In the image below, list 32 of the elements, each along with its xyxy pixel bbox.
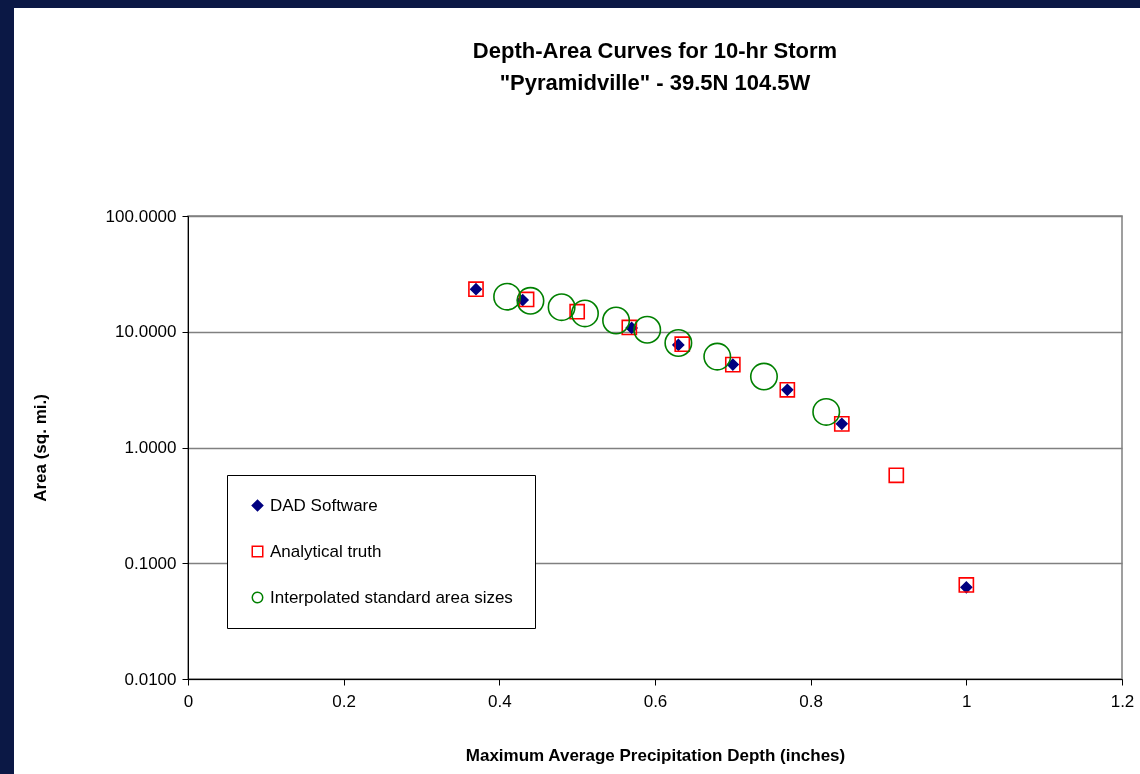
y-tick-label: 0.0100 — [124, 669, 177, 689]
x-tick-label: 0.2 — [332, 691, 356, 711]
legend-label: Analytical truth — [270, 541, 382, 561]
point — [570, 299, 599, 328]
point — [664, 328, 693, 357]
y-tick-label: 100.0000 — [105, 206, 177, 226]
text: Depth-Area Curves for 10-hr Storm — [472, 38, 838, 63]
y-tick-label: 1.0000 — [124, 438, 177, 457]
point — [812, 397, 841, 426]
point — [621, 319, 638, 336]
x-tick-label: 0.4 — [488, 691, 512, 711]
point — [493, 282, 522, 311]
y-tick-label: 0.1000 — [124, 553, 177, 573]
y-axis-title: Area (sq. mi.) — [30, 394, 50, 502]
point — [516, 286, 545, 315]
point — [547, 293, 576, 322]
point — [703, 342, 732, 371]
point — [888, 467, 905, 484]
point — [602, 306, 631, 335]
x-tick-label: 0.8 — [799, 691, 823, 711]
point — [749, 362, 778, 391]
x-tick-label: 1.2 — [1110, 691, 1135, 711]
point — [633, 315, 662, 344]
x-tick-label: 1 — [962, 691, 972, 711]
x-axis-title: Maximum Average Precipitation Depth (inches) — [465, 745, 846, 765]
x-tick-label: 0 — [183, 691, 194, 711]
legend-label: DAD Software — [270, 495, 378, 515]
x-tick-label: 0.6 — [643, 691, 668, 711]
y-tick-label: 10.0000 — [115, 322, 177, 342]
text: "Pyramidville" - 39.5N 104.5W — [499, 70, 811, 95]
point — [960, 581, 973, 594]
legend-label: Interpolated standard area sizes — [270, 587, 513, 607]
